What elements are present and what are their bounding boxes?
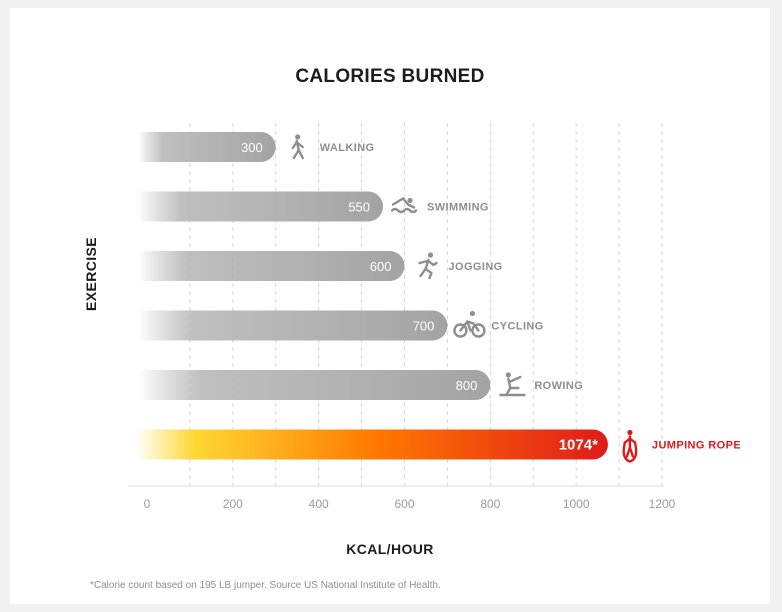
bars: 300 WALKING 550 SWIMMING 600 JOGGING 700 CYCLIN… (138, 132, 741, 463)
x-tick-labels: 0 200 400 600 800 1000 1200 (144, 497, 676, 511)
bar (138, 191, 384, 222)
x-tick-label: 1000 (563, 497, 590, 511)
x-tick-label: 400 (309, 497, 329, 511)
jumping-rope-icon (622, 429, 638, 463)
bar-row: 300 WALKING (138, 132, 375, 162)
category-label: JUMPING ROPE (652, 440, 741, 452)
bar-row: 700 CYCLING (138, 310, 543, 341)
category-label: WALKING (320, 142, 375, 154)
category-label: SWIMMING (427, 202, 489, 214)
bar-value-label: 800 (456, 378, 478, 393)
bar (138, 310, 448, 341)
walking-icon (291, 134, 304, 160)
jogging-icon (418, 252, 438, 280)
bar-value-label: 600 (370, 259, 392, 274)
bar (138, 132, 276, 162)
x-tick-label: 200 (223, 497, 243, 511)
bar (138, 370, 491, 400)
category-label: CYCLING (491, 321, 543, 333)
calories-bar-chart: 300 WALKING 550 SWIMMING 600 JOGGING 700 CYCLIN… (83, 66, 741, 591)
footnote: *Calorie count based on 195 LB jumper. S… (90, 580, 441, 591)
bar-value-label: 700 (413, 319, 435, 334)
category-label: JOGGING (449, 261, 503, 273)
bar (138, 251, 405, 281)
bar-row: 800 ROWING (138, 370, 583, 400)
x-axis-label: KCAL/HOUR (346, 541, 434, 557)
x-tick-label: 600 (394, 497, 414, 511)
chart-card: 300 WALKING 550 SWIMMING 600 JOGGING 700 CYCLIN… (10, 8, 770, 604)
bar-row: 600 JOGGING (138, 251, 503, 281)
x-tick-label: 0 (144, 497, 151, 511)
x-tick-label: 1200 (649, 497, 676, 511)
bar-value-label: 300 (241, 140, 263, 155)
chart-title: CALORIES BURNED (295, 66, 484, 87)
bar-row: 550 SWIMMING (138, 191, 489, 222)
y-axis-label: EXERCISE (83, 237, 99, 311)
bar-value-label: 1074* (559, 437, 598, 454)
rowing-icon (499, 372, 526, 397)
bar-value-label: 550 (348, 200, 370, 215)
category-label: ROWING (534, 380, 583, 392)
x-tick-label: 800 (480, 497, 500, 511)
bar (138, 429, 608, 460)
bar-row-highlight: 1074* JUMPING ROPE (138, 429, 741, 463)
cycling-icon (453, 310, 486, 338)
swimming-icon (390, 197, 418, 214)
